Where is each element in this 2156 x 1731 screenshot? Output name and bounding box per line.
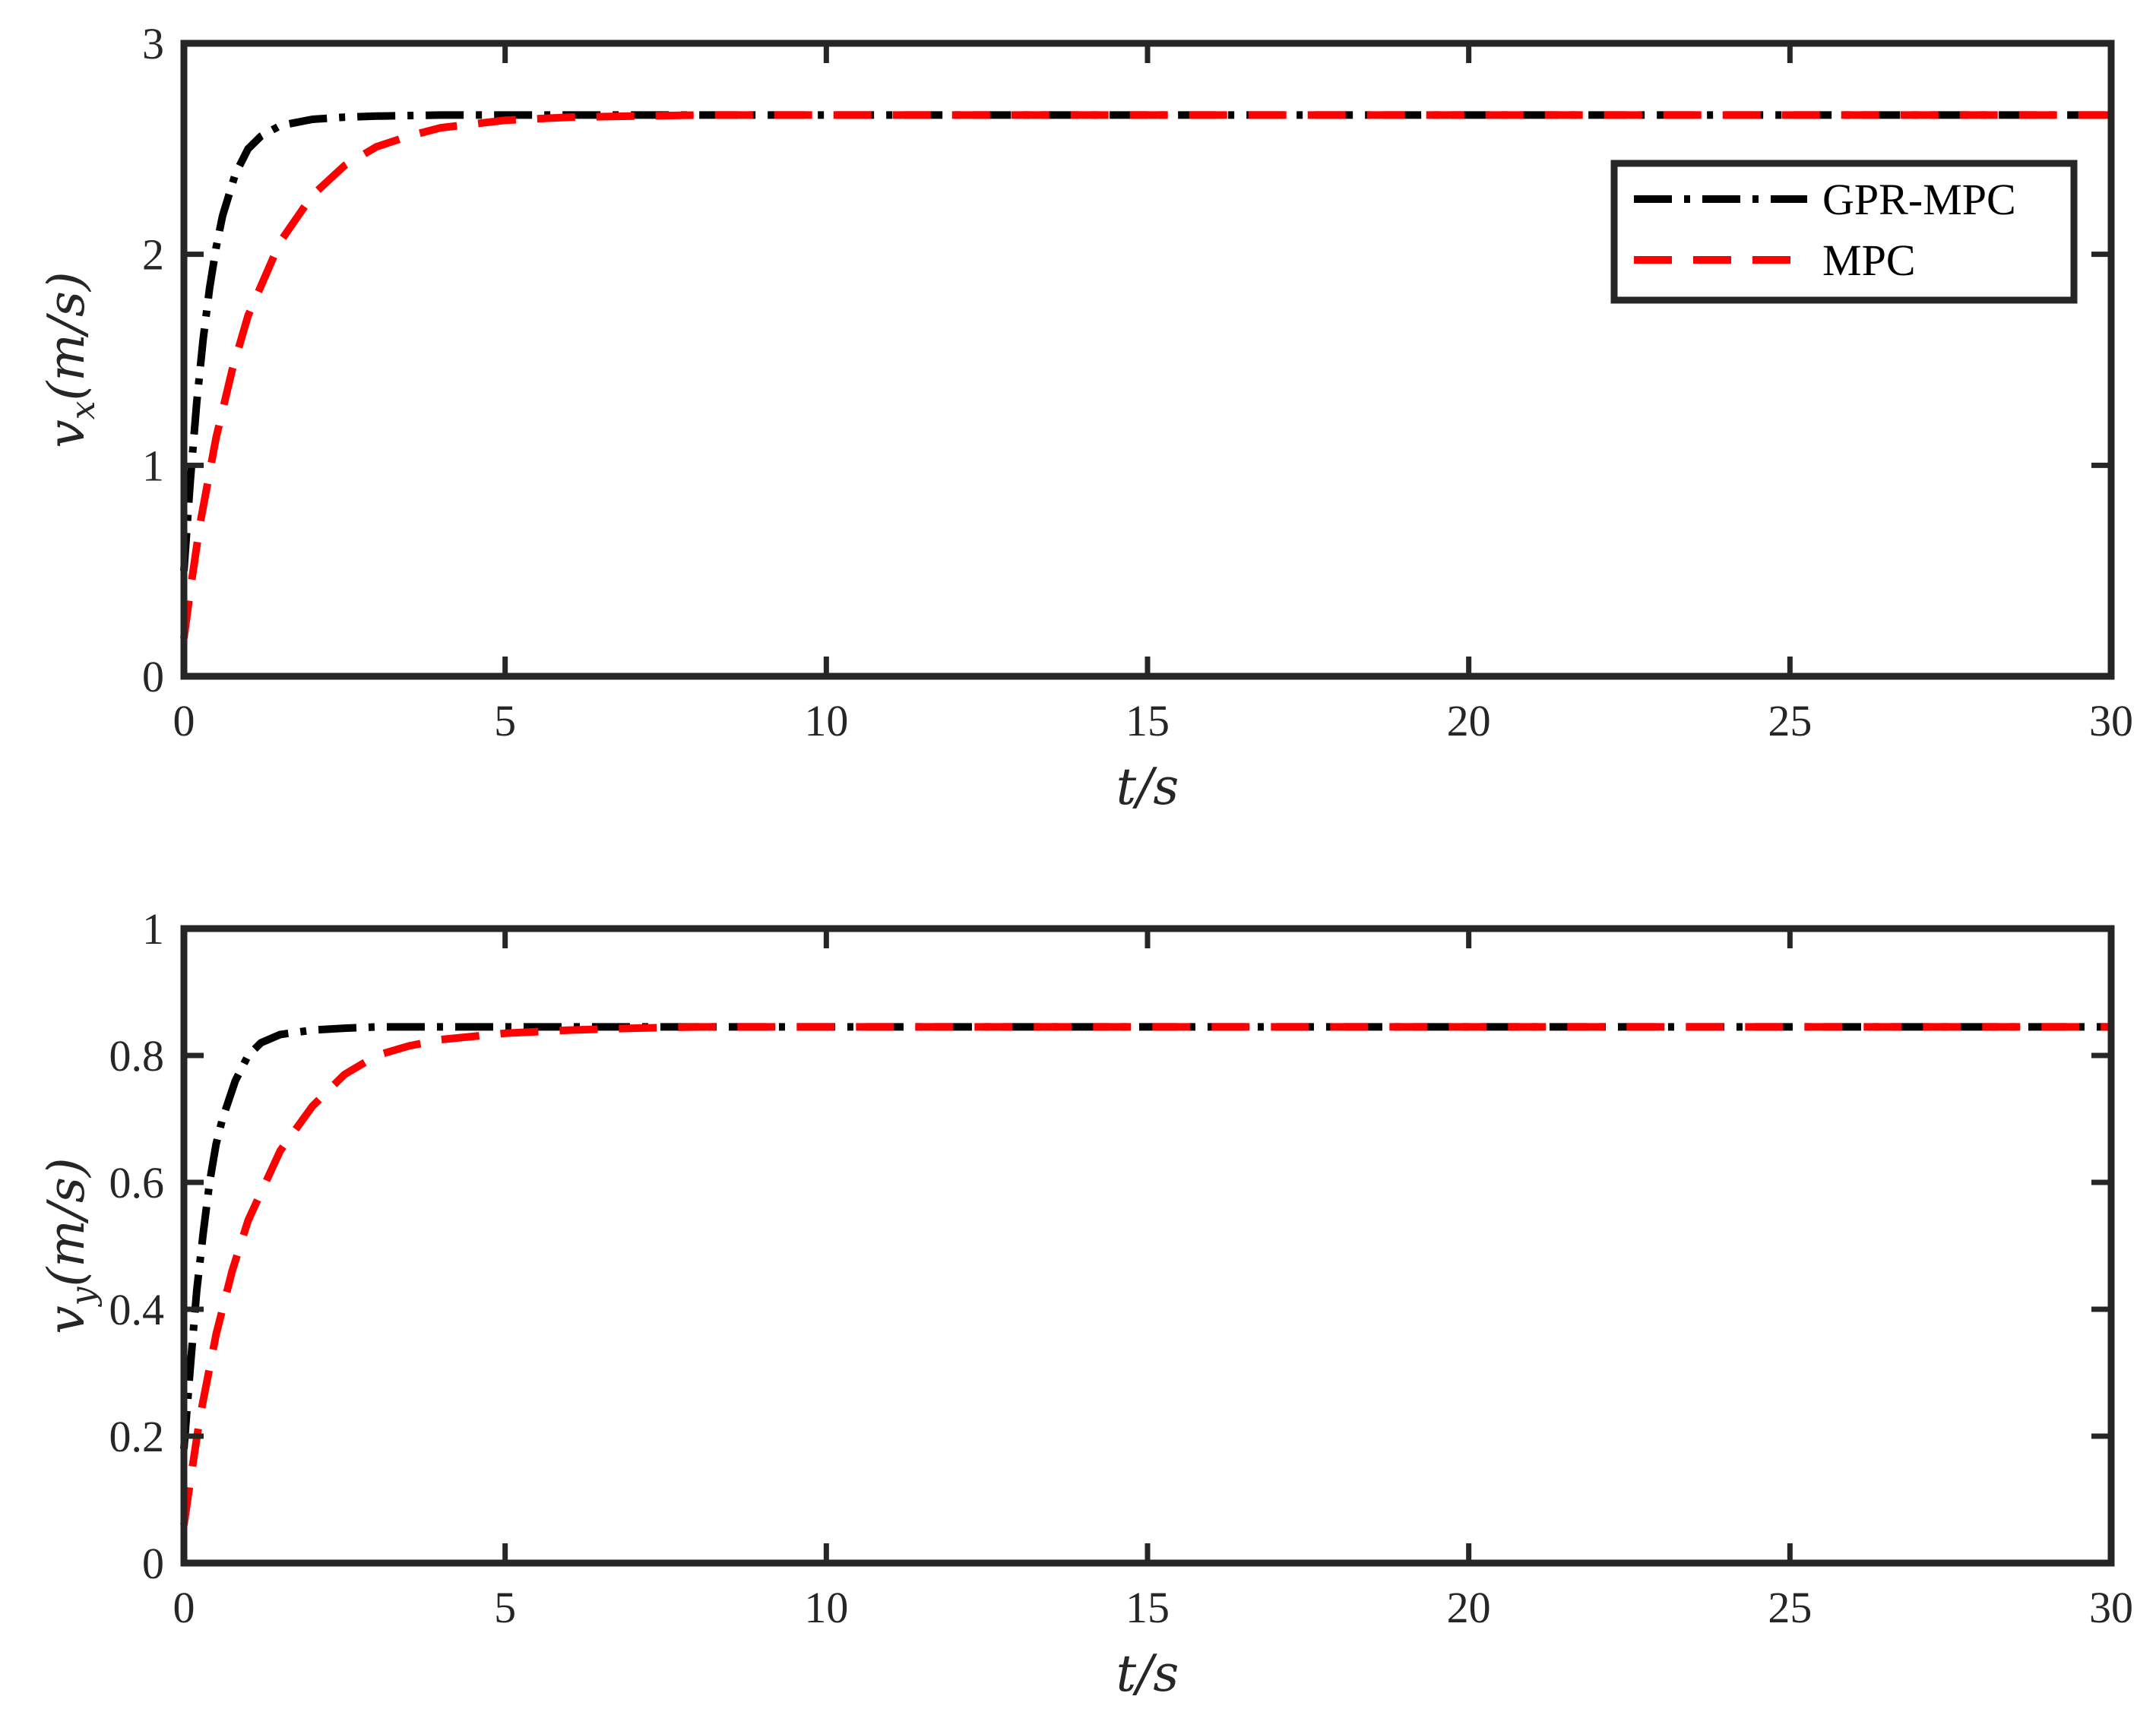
series-line-vx-mpc	[180, 111, 2111, 639]
x-tick-label-vy: 25	[1768, 1583, 1812, 1632]
plot-vy-ylabel-main: v	[37, 1305, 96, 1334]
plot-vy-lines	[180, 1023, 2111, 1526]
y-tick-label-vx: 0	[142, 652, 164, 701]
legend-label-mpc: MPC	[1822, 236, 1916, 285]
plot-vy-xlabel: t/s	[1116, 1644, 1179, 1703]
plot-vy-axes-frame	[180, 925, 2115, 1567]
y-tick-label-vy: 0.8	[109, 1031, 165, 1081]
x-tick-label-vy: 20	[1447, 1583, 1491, 1632]
x-tick-label-vx: 5	[494, 696, 516, 745]
plot-vy-ylabel-rest: (m/s)	[37, 1157, 96, 1286]
x-tick-label-vx: 15	[1125, 696, 1170, 745]
y-tick-label-vy: 0	[142, 1539, 164, 1588]
subplot-vy: 0 5 10 15 20 25 30 0 0.2 0.4 0.6 0.8 1 t/s vy(m/s)	[37, 904, 2133, 1703]
x-tick-label-vx: 25	[1768, 696, 1812, 745]
y-tick-label-vx: 2	[142, 230, 164, 280]
plot-vx-axes-frame	[180, 40, 2115, 680]
plot-vy-tick-labels: 0 5 10 15 20 25 30 0 0.2 0.4 0.6 0.8 1	[109, 904, 2134, 1632]
x-tick-label-vx: 30	[2089, 696, 2133, 745]
plot-vx-ylabel-sub: x	[64, 400, 103, 419]
x-tick-label-vy: 30	[2089, 1583, 2133, 1632]
legend-box	[1610, 160, 2078, 304]
y-tick-label-vx: 1	[142, 441, 164, 490]
plot-vx-lines	[180, 111, 2111, 639]
x-tick-label-vy: 0	[173, 1583, 195, 1632]
x-tick-label-vy: 10	[804, 1583, 848, 1632]
y-tick-label-vy: 0.4	[109, 1285, 165, 1334]
plot-vx-ylabel-rest: (m/s)	[37, 271, 96, 400]
y-tick-label-vx: 3	[142, 19, 164, 68]
plot-vx-tick-labels: 0 5 10 15 20 25 30 0 1 2 3	[142, 19, 2133, 745]
x-tick-label-vy: 5	[494, 1583, 516, 1632]
x-tick-label-vx: 10	[804, 696, 848, 745]
subplot-vx: 0 5 10 15 20 25 30 0 1 2 3 t/s vx(m/s)	[37, 19, 2133, 816]
plot-vx-ylabel: vx(m/s)	[37, 271, 103, 448]
plot-vx-ylabel-main: v	[37, 419, 96, 448]
x-tick-label-vx: 20	[1447, 696, 1491, 745]
plot-vx-xlabel: t/s	[1116, 758, 1179, 816]
y-tick-label-vy: 0.6	[109, 1158, 165, 1207]
legend: GPR-MPC MPC	[1610, 160, 2078, 304]
series-line-vy-mpc	[180, 1023, 2111, 1526]
legend-label-gpr-mpc: GPR-MPC	[1822, 175, 2016, 224]
y-tick-label-vy: 0.2	[109, 1412, 165, 1461]
x-tick-label-vx: 0	[173, 696, 195, 745]
plot-vy-ylabel: vy(m/s)	[37, 1157, 103, 1334]
y-tick-label-vy: 1	[142, 904, 164, 954]
plot-vy-ylabel-sub: y	[64, 1286, 103, 1307]
x-tick-label-vy: 15	[1125, 1583, 1170, 1632]
